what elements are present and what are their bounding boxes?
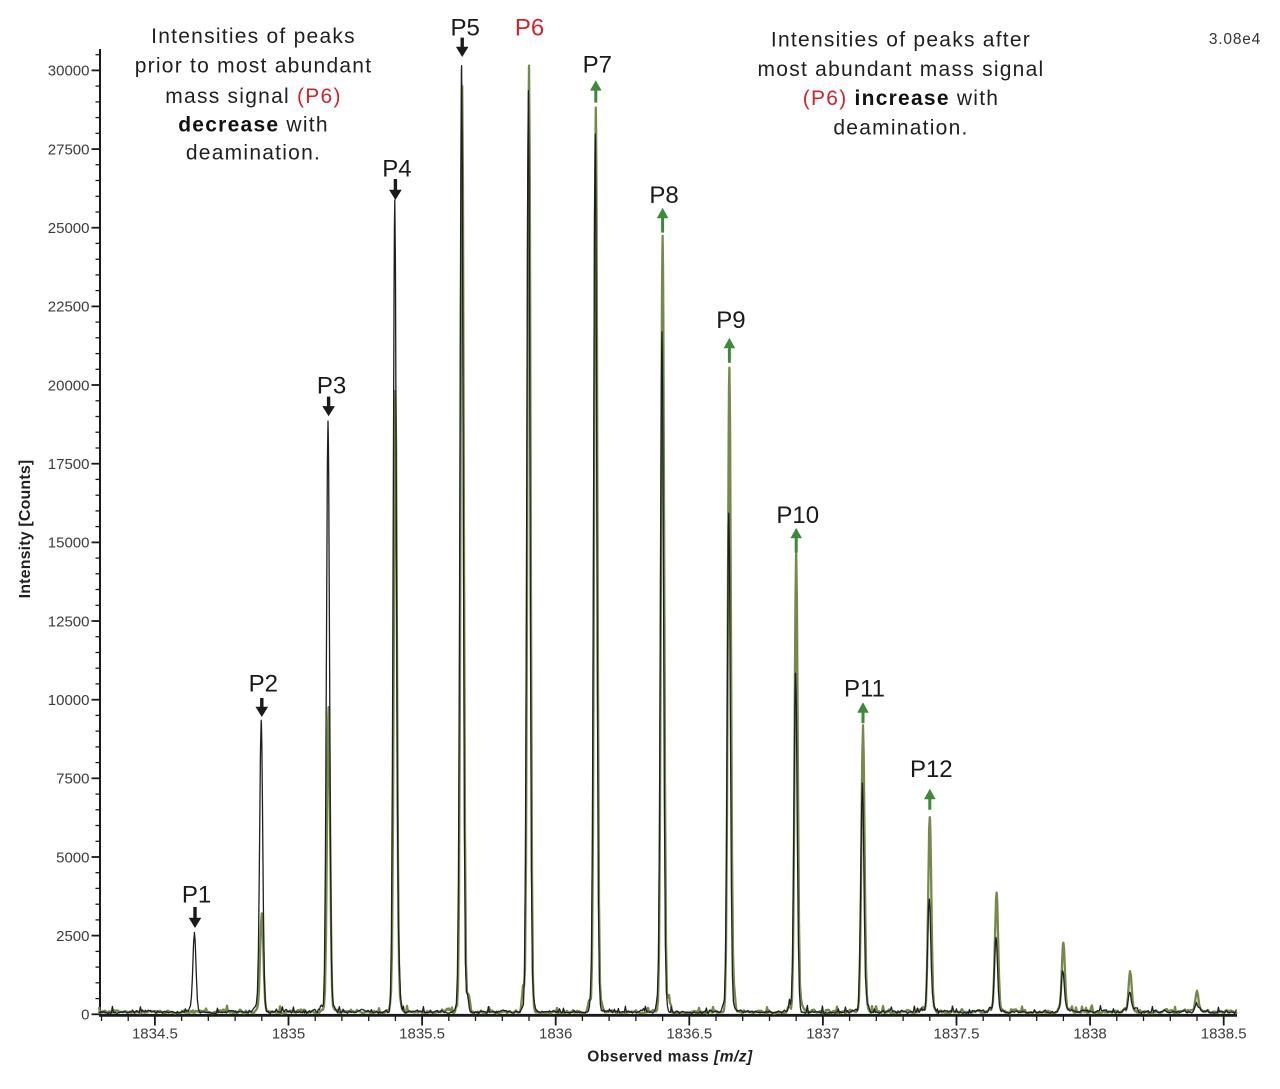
svg-text:(P6) increase with: (P6) increase with — [803, 87, 999, 110]
svg-text:P8: P8 — [649, 182, 678, 209]
svg-text:Intensities of peaks: Intensities of peaks — [151, 25, 356, 48]
svg-text:10000: 10000 — [48, 692, 90, 709]
svg-text:1837: 1837 — [806, 1026, 839, 1043]
svg-text:decrease with: decrease with — [178, 114, 329, 137]
svg-text:0: 0 — [81, 1007, 89, 1024]
svg-text:5000: 5000 — [56, 849, 89, 866]
svg-text:mass signal (P6): mass signal (P6) — [165, 85, 341, 108]
svg-text:1834.5: 1834.5 — [132, 1026, 178, 1043]
svg-text:1838: 1838 — [1073, 1026, 1106, 1043]
svg-text:1837.5: 1837.5 — [934, 1026, 980, 1043]
svg-text:15000: 15000 — [48, 535, 90, 552]
svg-text:Intensities of peaks after: Intensities of peaks after — [771, 29, 1031, 52]
svg-text:1836: 1836 — [539, 1026, 572, 1043]
svg-text:20000: 20000 — [48, 377, 90, 394]
svg-text:P3: P3 — [317, 373, 346, 400]
svg-text:deamination.: deamination. — [833, 116, 968, 139]
svg-text:P9: P9 — [716, 307, 745, 334]
svg-text:P11: P11 — [844, 675, 885, 702]
svg-text:deamination.: deamination. — [186, 142, 321, 165]
svg-text:17500: 17500 — [48, 456, 90, 473]
svg-text:27500: 27500 — [48, 141, 90, 158]
svg-text:P4: P4 — [382, 156, 411, 183]
svg-text:Intensity [Counts]: Intensity [Counts] — [17, 460, 34, 599]
svg-text:P2: P2 — [249, 671, 278, 698]
svg-text:P1: P1 — [182, 882, 211, 909]
svg-text:3.08e4: 3.08e4 — [1209, 31, 1261, 48]
svg-text:30000: 30000 — [48, 63, 90, 80]
svg-text:most abundant mass signal: most abundant mass signal — [758, 58, 1045, 81]
svg-text:2500: 2500 — [56, 928, 89, 945]
svg-text:12500: 12500 — [48, 613, 90, 630]
svg-text:Observed mass [m/z]: Observed mass [m/z] — [587, 1049, 753, 1066]
svg-text:P6: P6 — [515, 14, 544, 41]
svg-text:P12: P12 — [910, 756, 953, 783]
svg-text:prior to most abundant: prior to most abundant — [135, 54, 373, 77]
svg-text:25000: 25000 — [48, 220, 90, 237]
svg-text:1835.5: 1835.5 — [399, 1026, 445, 1043]
svg-text:P10: P10 — [776, 502, 819, 529]
svg-text:1838.5: 1838.5 — [1201, 1026, 1247, 1043]
svg-text:22500: 22500 — [48, 299, 90, 316]
svg-text:1835: 1835 — [272, 1026, 305, 1043]
svg-text:1836.5: 1836.5 — [666, 1026, 712, 1043]
svg-text:P7: P7 — [583, 52, 612, 79]
svg-text:7500: 7500 — [56, 771, 89, 788]
svg-text:P5: P5 — [451, 14, 480, 41]
